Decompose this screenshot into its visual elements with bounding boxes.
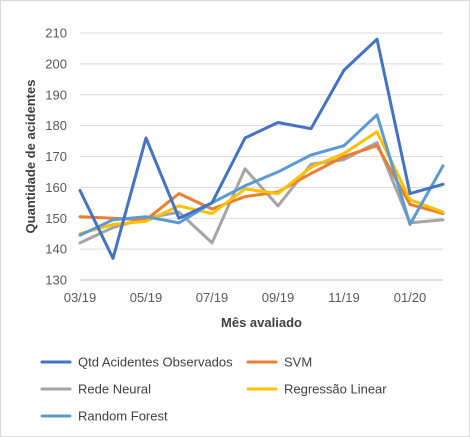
legend-label: Rede Neural bbox=[78, 382, 151, 397]
y-tick-label: 180 bbox=[45, 118, 67, 133]
x-tick-label: 09/19 bbox=[262, 290, 295, 305]
y-axis-title: Quantidade de acidentes bbox=[23, 80, 38, 234]
series-lines bbox=[78, 37, 445, 260]
y-tick-label: 200 bbox=[45, 56, 67, 71]
y-tick-label: 210 bbox=[45, 26, 67, 41]
series-line-5 bbox=[78, 113, 445, 237]
x-tick-label: 03/19 bbox=[64, 290, 97, 305]
x-axis-title: Mês avaliado bbox=[221, 315, 302, 330]
y-tick-label: 170 bbox=[45, 149, 67, 164]
y-tick-label: 150 bbox=[45, 211, 67, 226]
y-tick-label: 130 bbox=[45, 273, 67, 288]
y-tick-label: 140 bbox=[45, 242, 67, 257]
series-line-4 bbox=[78, 130, 445, 236]
legend-label: Qtd Acidentes Observados bbox=[78, 355, 233, 370]
series-line-1 bbox=[78, 37, 445, 260]
x-tick-label: 05/19 bbox=[130, 290, 163, 305]
y-tick-label: 190 bbox=[45, 87, 67, 102]
series-line-2 bbox=[78, 144, 445, 222]
y-tick-label: 160 bbox=[45, 180, 67, 195]
legend-label: Random Forest bbox=[78, 409, 168, 424]
x-axis-ticks: 03/19 05/19 07/19 09/19 11/19 01/20 bbox=[64, 290, 427, 305]
x-tick-label: 01/20 bbox=[394, 290, 427, 305]
y-axis-ticks: 130 140 150 160 170 180 190 200 210 bbox=[45, 26, 67, 288]
x-tick-label: 11/19 bbox=[328, 290, 360, 305]
legend-label: SVM bbox=[284, 355, 312, 370]
legend-label: Regressão Linear bbox=[284, 382, 387, 397]
legend: Qtd Acidentes Observados SVM Rede Neural Re… bbox=[40, 355, 387, 424]
x-tick-label: 07/19 bbox=[196, 290, 229, 305]
